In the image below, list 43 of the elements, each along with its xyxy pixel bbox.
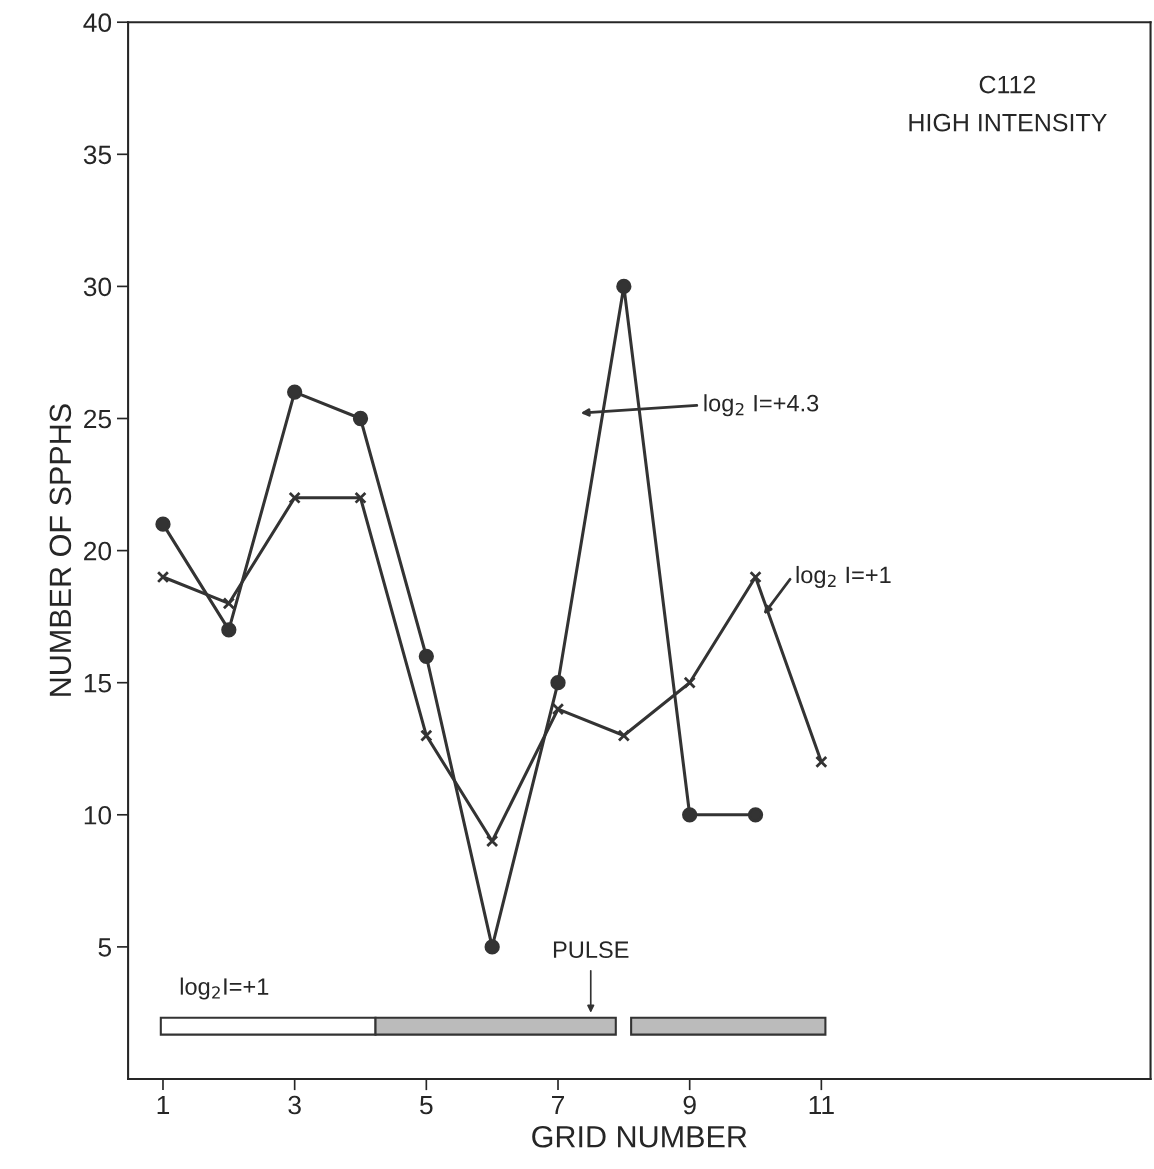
annotation: C112 [979,75,1036,94]
y-tick-label: 5 [98,938,112,957]
y-tick-label: 20 [84,541,112,561]
x-tick-label: 1 [157,1095,170,1115]
point [288,491,301,505]
y-axis-title: NUMBER OF SPPHS [49,404,72,696]
point [155,516,171,532]
annotation: PULSE [553,941,629,959]
series-label: log$_{2}$ I=+1 [796,565,891,588]
y-tick-label: 15 [84,674,112,693]
point [287,384,303,400]
point [683,676,696,689]
x-tick-label: 5 [420,1095,433,1115]
point [616,278,632,295]
x-tick-label: 9 [683,1095,696,1115]
point [747,807,764,823]
point [682,807,698,823]
point [222,597,236,610]
point [815,755,828,769]
x-tick-label: 7 [552,1095,565,1115]
x-axis-title: GRID NUMBER [532,1125,747,1148]
y-tick-label: 35 [83,145,112,165]
x-tick-label: 11 [809,1095,834,1115]
point [156,570,170,584]
point [550,675,566,691]
annotation: log$_{2}$I=+1 [180,977,269,1000]
annotation: HIGH INTENSITY [909,113,1107,132]
point [420,729,433,742]
y-tick-label: 40 [83,13,112,33]
point [551,702,565,716]
y-tick-label: 30 [83,277,112,297]
point [418,648,434,664]
legend-label: log$_{2}$ I=+4.3 [704,394,819,417]
y-tick-label: 25 [84,409,112,429]
x-tick-label: 3 [288,1095,301,1115]
point [352,410,369,427]
point [749,570,762,584]
point [617,729,631,742]
point [485,834,499,848]
point [221,622,237,638]
y-tick-label: 10 [84,805,112,825]
point [484,939,500,955]
point [354,491,367,505]
